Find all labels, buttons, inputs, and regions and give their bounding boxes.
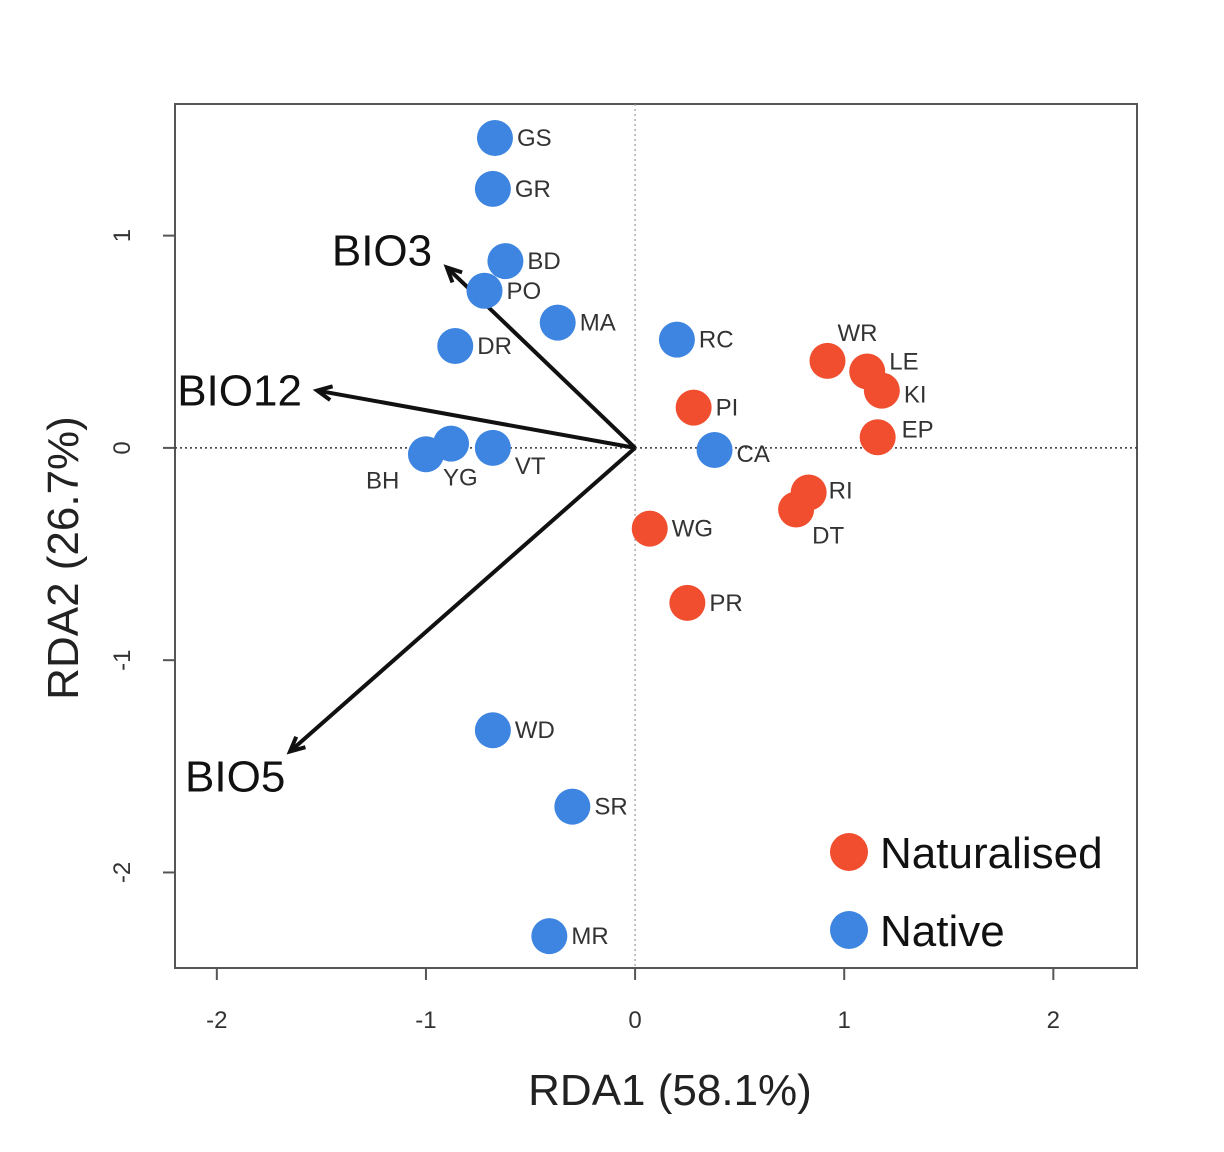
point-ep (859, 419, 896, 456)
legend-label-native: Native (880, 907, 1005, 956)
vector-bio5-label: BIO5 (185, 752, 285, 801)
vector-bio12-line (316, 388, 636, 450)
point-vt (474, 429, 511, 466)
vector-bio12-arrowhead (312, 384, 334, 402)
point-label-dr: DR (477, 333, 512, 360)
legend-label-naturalised: Naturalised (880, 829, 1103, 878)
y-tick-label: -1 (109, 650, 136, 671)
point-pi (675, 389, 712, 426)
legend: Naturalised Native (830, 829, 1103, 956)
y-tick-label: -2 (109, 862, 136, 883)
vector-bio3-arrowhead (443, 264, 463, 284)
legend-marker-naturalised (830, 833, 868, 871)
vector-bio12-label: BIO12 (177, 367, 302, 416)
point-label-mr: MR (571, 923, 608, 950)
point-wg (631, 510, 668, 547)
point-bd (487, 243, 524, 280)
x-tick-label: 2 (1047, 1007, 1060, 1034)
point-label-pi: PI (716, 395, 739, 422)
point-rc (658, 321, 695, 358)
x-tick-label: -2 (206, 1007, 227, 1034)
x-tick-label: 0 (628, 1007, 641, 1034)
point-label-ma: MA (580, 310, 616, 337)
point-gs (476, 119, 513, 156)
y-tick-label: 0 (109, 441, 136, 454)
axis-ticks: -2 -1 0 1 2 -2 -1 0 1 (109, 229, 1060, 1034)
point-wr (809, 342, 846, 379)
point-po (466, 272, 503, 309)
point-label-sr: SR (594, 794, 627, 821)
point-label-pr: PR (709, 590, 742, 617)
vector-bio5-line (288, 446, 637, 753)
point-label-gr: GR (515, 176, 551, 203)
y-tick-label: 1 (109, 229, 136, 242)
point-ca (696, 432, 733, 469)
site-points: GS GR BD PO MA DR RC CA BH YG VT WD SR MR WR LE KI EP PI WG… (366, 119, 934, 955)
x-tick-label: 1 (838, 1007, 851, 1034)
point-label-gs: GS (517, 125, 552, 152)
point-label-ep: EP (902, 416, 934, 443)
point-label-ri: RI (829, 477, 853, 504)
vector-bio5-arrowhead (286, 735, 306, 755)
point-label-ki: KI (904, 382, 927, 409)
point-mr (531, 918, 568, 955)
point-label-dt: DT (812, 522, 844, 549)
point-dr (437, 328, 474, 365)
point-label-yg: YG (443, 465, 478, 492)
point-label-wd: WD (515, 717, 555, 744)
point-ki (863, 372, 900, 409)
point-sr (554, 788, 591, 825)
x-axis-title: RDA1 (58.1%) (528, 1066, 812, 1115)
point-label-bh: BH (366, 467, 399, 494)
point-label-wg: WG (672, 516, 713, 543)
plot-frame (174, 103, 1138, 969)
point-yg (433, 425, 470, 462)
point-dt (778, 491, 815, 528)
point-label-rc: RC (699, 327, 734, 354)
environment-vectors: BIO3 BIO12 BIO5 (177, 226, 637, 801)
point-label-ca: CA (737, 441, 770, 468)
y-axis-title: RDA2 (26.7%) (39, 416, 88, 700)
vector-bio3-label: BIO3 (332, 226, 432, 275)
point-pr (669, 584, 706, 621)
point-ma (539, 304, 576, 341)
point-label-po: PO (507, 278, 542, 305)
point-label-le: LE (889, 348, 918, 375)
point-gr (474, 170, 511, 207)
point-label-vt: VT (515, 453, 546, 480)
x-tick-label: -1 (415, 1007, 436, 1034)
point-label-bd: BD (527, 248, 560, 275)
point-label-wr: WR (837, 320, 877, 347)
legend-marker-native (830, 911, 868, 949)
point-wd (474, 712, 511, 749)
